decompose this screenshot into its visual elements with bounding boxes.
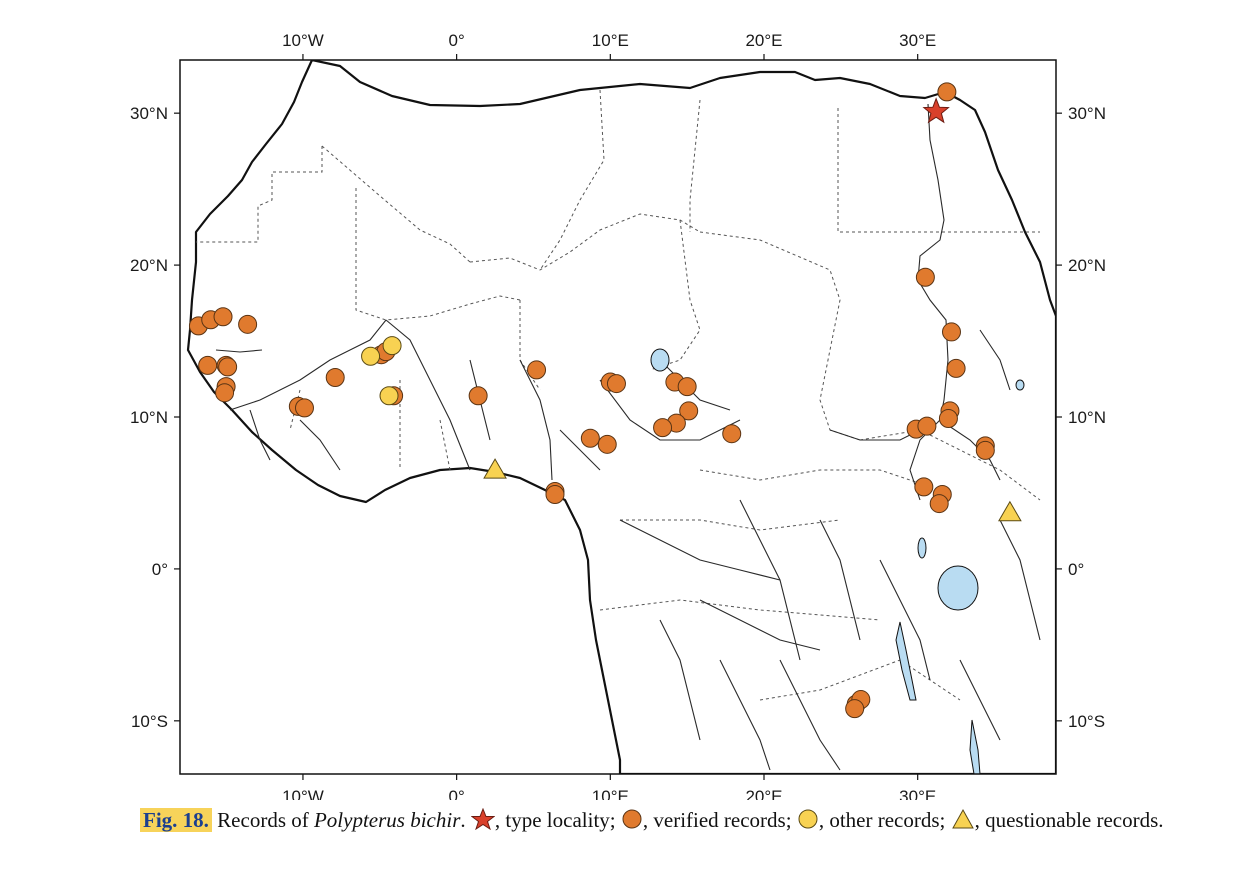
type-locality-star-icon	[470, 808, 495, 830]
legend-other: , other records;	[818, 808, 951, 832]
figure-number: Fig. 18.	[140, 808, 212, 832]
x-tick-label-top: 0°	[448, 31, 464, 50]
x-tick-label-top: 10°E	[592, 31, 629, 50]
map-canvas: 10°W 10°W 0° 0° 10°E 10°E 20°E 20°E 30°E 30°E 30°N…	[130, 31, 1106, 800]
verified-record-marker	[294, 398, 314, 418]
legend-verified: , verified records;	[642, 808, 797, 832]
x-tick-label-bottom: 20°E	[745, 787, 782, 800]
questionable-record-marker	[998, 500, 1022, 522]
verified-record-marker	[213, 307, 233, 327]
x-tick-label-bottom: 10°E	[592, 787, 629, 800]
verified-record-marker	[722, 424, 742, 444]
verified-record-marker	[677, 377, 697, 397]
figure-caption: Fig. 18. Records of Polypterus bichir. ,…	[140, 806, 1222, 834]
y-tick-label-right: 10°N	[1068, 408, 1106, 427]
species-name: Polypterus bichir	[313, 808, 461, 832]
verified-record-marker	[606, 374, 626, 394]
questionable-record-marker	[483, 458, 507, 479]
y-tick-label-left: 0°	[152, 560, 168, 579]
x-tick-label-top: 30°E	[899, 31, 936, 50]
verified-record-marker	[938, 409, 958, 429]
x-tick-label-bottom: 0°	[448, 787, 464, 800]
verified-record-marker	[527, 360, 547, 380]
legend-type-locality: , type locality;	[494, 808, 621, 832]
x-tick-label-bottom: 10°W	[282, 787, 324, 800]
verified-record-marker	[198, 355, 218, 375]
x-tick-label-bottom: 30°E	[899, 787, 936, 800]
y-tick-label-left: 20°N	[130, 256, 168, 275]
verified-record-marker	[679, 401, 699, 421]
y-tick-label-left: 10°S	[131, 712, 168, 731]
verified-record-marker	[845, 699, 865, 719]
verified-record-marker	[468, 386, 488, 406]
verified-record-marker	[215, 383, 235, 403]
verified-record-marker	[915, 267, 935, 287]
y-tick-label-right: 0°	[1068, 560, 1084, 579]
type-locality-marker	[922, 97, 950, 124]
verified-record-marker	[941, 322, 961, 342]
lakes	[650, 348, 1025, 774]
x-tick-label-top: 10°W	[282, 31, 324, 50]
y-tick-label-left: 10°N	[130, 408, 168, 427]
verified-record-marker	[580, 428, 600, 448]
verified-record-marker	[929, 494, 949, 514]
other-record-marker	[382, 336, 402, 356]
record-markers	[188, 82, 1022, 719]
map-figure: 10°W 10°W 0° 0° 10°E 10°E 20°E 20°E 30°E 30°E 30°N…	[130, 31, 1106, 800]
verified-record-marker	[946, 358, 966, 378]
verified-record-marker	[653, 418, 673, 438]
legend-questionable: , questionable records.	[974, 808, 1164, 832]
verified-record-circle-icon	[622, 809, 642, 829]
verified-record-marker	[597, 434, 617, 454]
verified-record-marker	[917, 416, 937, 436]
verified-record-marker	[218, 357, 238, 377]
y-tick-label-right: 20°N	[1068, 256, 1106, 275]
caption-after-species: .	[460, 808, 471, 832]
x-tick-label-top: 20°E	[745, 31, 782, 50]
verified-record-marker	[914, 477, 934, 497]
verified-record-marker	[238, 314, 258, 334]
other-record-circle-icon	[798, 809, 818, 829]
graticule-ticks: 10°W 10°W 0° 0° 10°E 10°E 20°E 20°E 30°E 30°E 30°N…	[130, 31, 1106, 800]
caption-lead: Records of	[211, 808, 314, 832]
questionable-record-triangle-icon	[951, 808, 974, 829]
y-tick-label-right: 10°S	[1068, 712, 1105, 731]
verified-record-marker	[545, 484, 565, 504]
other-record-marker	[379, 386, 399, 406]
y-tick-label-left: 30°N	[130, 104, 168, 123]
verified-record-marker	[975, 440, 995, 460]
africa-coastline	[186, 60, 1056, 774]
verified-record-marker	[937, 82, 957, 102]
other-record-marker	[361, 346, 381, 366]
y-tick-label-right: 30°N	[1068, 104, 1106, 123]
verified-record-marker	[325, 368, 345, 388]
